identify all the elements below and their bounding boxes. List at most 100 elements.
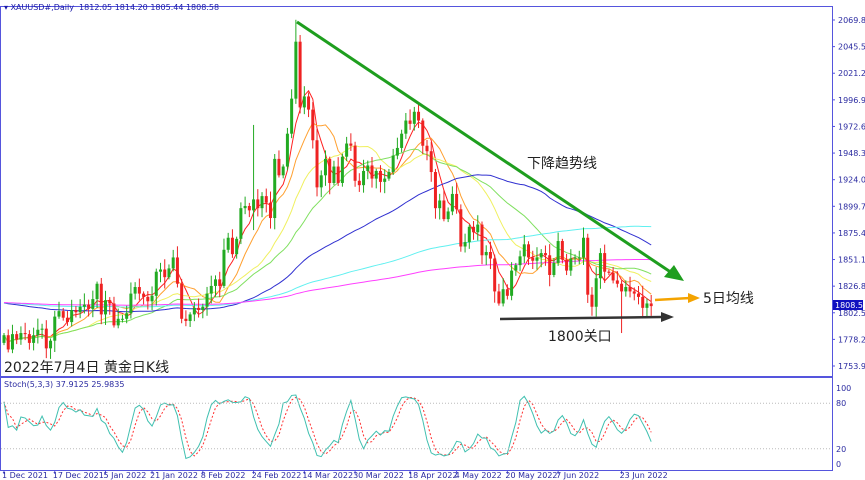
x-tick-label: 17 Dec 2021	[53, 471, 104, 480]
candle	[65, 311, 69, 326]
ma60-line	[3, 174, 652, 313]
symbol-header: ▾ XAUUSD#,Daily 1812.05 1814.20 1805.44 …	[4, 3, 219, 12]
candle-body	[197, 307, 201, 311]
candle-body	[603, 253, 607, 272]
ma20-line	[3, 144, 652, 343]
candle-body	[641, 296, 645, 308]
ma30-line	[3, 148, 652, 343]
candle	[480, 221, 484, 265]
candle-body	[205, 293, 209, 307]
candle	[624, 280, 628, 297]
candle-body	[40, 328, 44, 330]
candle	[171, 249, 175, 272]
candle-body	[527, 244, 531, 258]
candle	[226, 232, 230, 253]
candle-body	[112, 303, 116, 326]
candle-body	[332, 166, 336, 183]
candle-body	[298, 41, 302, 108]
candle	[2, 333, 6, 346]
candle	[649, 294, 653, 316]
candle-body	[531, 257, 535, 261]
candle	[188, 312, 192, 327]
candle	[57, 301, 61, 319]
candle-body	[522, 244, 526, 257]
stoch-tick-label: 0	[836, 460, 841, 469]
candle	[150, 286, 154, 311]
ma5-arrow	[654, 293, 700, 303]
candle	[383, 169, 387, 194]
stoch-main-line	[3, 394, 652, 460]
candle-body	[391, 155, 395, 173]
candle	[180, 278, 184, 324]
candle-body	[171, 257, 175, 269]
symbol-name: XAUUSD#,Daily	[10, 3, 74, 12]
x-tick-label: 30 Mar 2022	[353, 471, 404, 480]
candle-body	[214, 279, 217, 286]
candle	[201, 303, 205, 319]
candle	[163, 259, 167, 289]
candle-body	[514, 265, 518, 271]
candle	[218, 271, 222, 298]
candle	[573, 254, 577, 265]
y-tick-label: 1996.90	[838, 96, 865, 105]
candle-body	[82, 304, 86, 307]
x-tick-label: 14 Mar 2022	[302, 471, 353, 480]
candle-body	[311, 109, 315, 141]
candle-body	[374, 170, 378, 179]
candle	[311, 102, 315, 149]
candle	[222, 238, 226, 289]
candle-body	[632, 291, 636, 294]
candle	[582, 227, 586, 265]
candle	[501, 278, 505, 307]
x-tick-label: 20 May 2022	[505, 471, 557, 480]
candle	[450, 186, 454, 216]
candle-body	[450, 193, 454, 212]
candle-body	[146, 296, 150, 302]
collapse-triangle-icon[interactable]: ▾	[4, 3, 9, 12]
candle	[645, 298, 649, 317]
candle-body	[510, 270, 514, 296]
candle-body	[543, 253, 547, 256]
candle	[27, 330, 31, 350]
candle	[586, 233, 590, 303]
stoch-panel-frame	[0, 377, 833, 471]
candle-body	[548, 255, 552, 275]
candle-body	[239, 208, 243, 239]
candle	[125, 305, 129, 324]
candle-body	[235, 238, 239, 255]
candle	[433, 168, 437, 219]
candle-body	[408, 120, 412, 124]
price-tag-text: 1808.58	[835, 301, 865, 310]
y-tick-label: 1948.30	[838, 149, 865, 158]
candle	[44, 320, 48, 359]
y-tick-label: 2045.50	[838, 43, 865, 52]
candle-body	[336, 166, 340, 183]
candle	[167, 264, 171, 280]
arrow-icon	[688, 293, 700, 303]
candle-body	[505, 289, 509, 296]
candle	[142, 291, 146, 305]
x-tick-label: 7 Jun 2022	[556, 471, 599, 480]
candle	[514, 262, 518, 276]
candle	[429, 141, 433, 182]
candle-body	[433, 172, 437, 209]
candle-body	[573, 257, 577, 259]
ohlc-low: 1805.44	[150, 3, 184, 12]
candle	[323, 150, 327, 186]
candle	[476, 215, 480, 241]
candle-body	[129, 293, 133, 314]
candle-body	[357, 180, 361, 186]
candle-body	[480, 224, 484, 256]
ohlc-high: 1814.20	[114, 3, 148, 12]
candle-body	[142, 293, 146, 297]
candle-body	[247, 205, 251, 211]
candle-body	[281, 166, 285, 176]
candle	[336, 157, 340, 186]
candle	[235, 236, 239, 259]
candle-body	[49, 340, 53, 349]
candle-body	[624, 287, 628, 292]
candle-body	[19, 333, 23, 340]
candle	[353, 141, 357, 187]
candle-body	[264, 196, 268, 203]
